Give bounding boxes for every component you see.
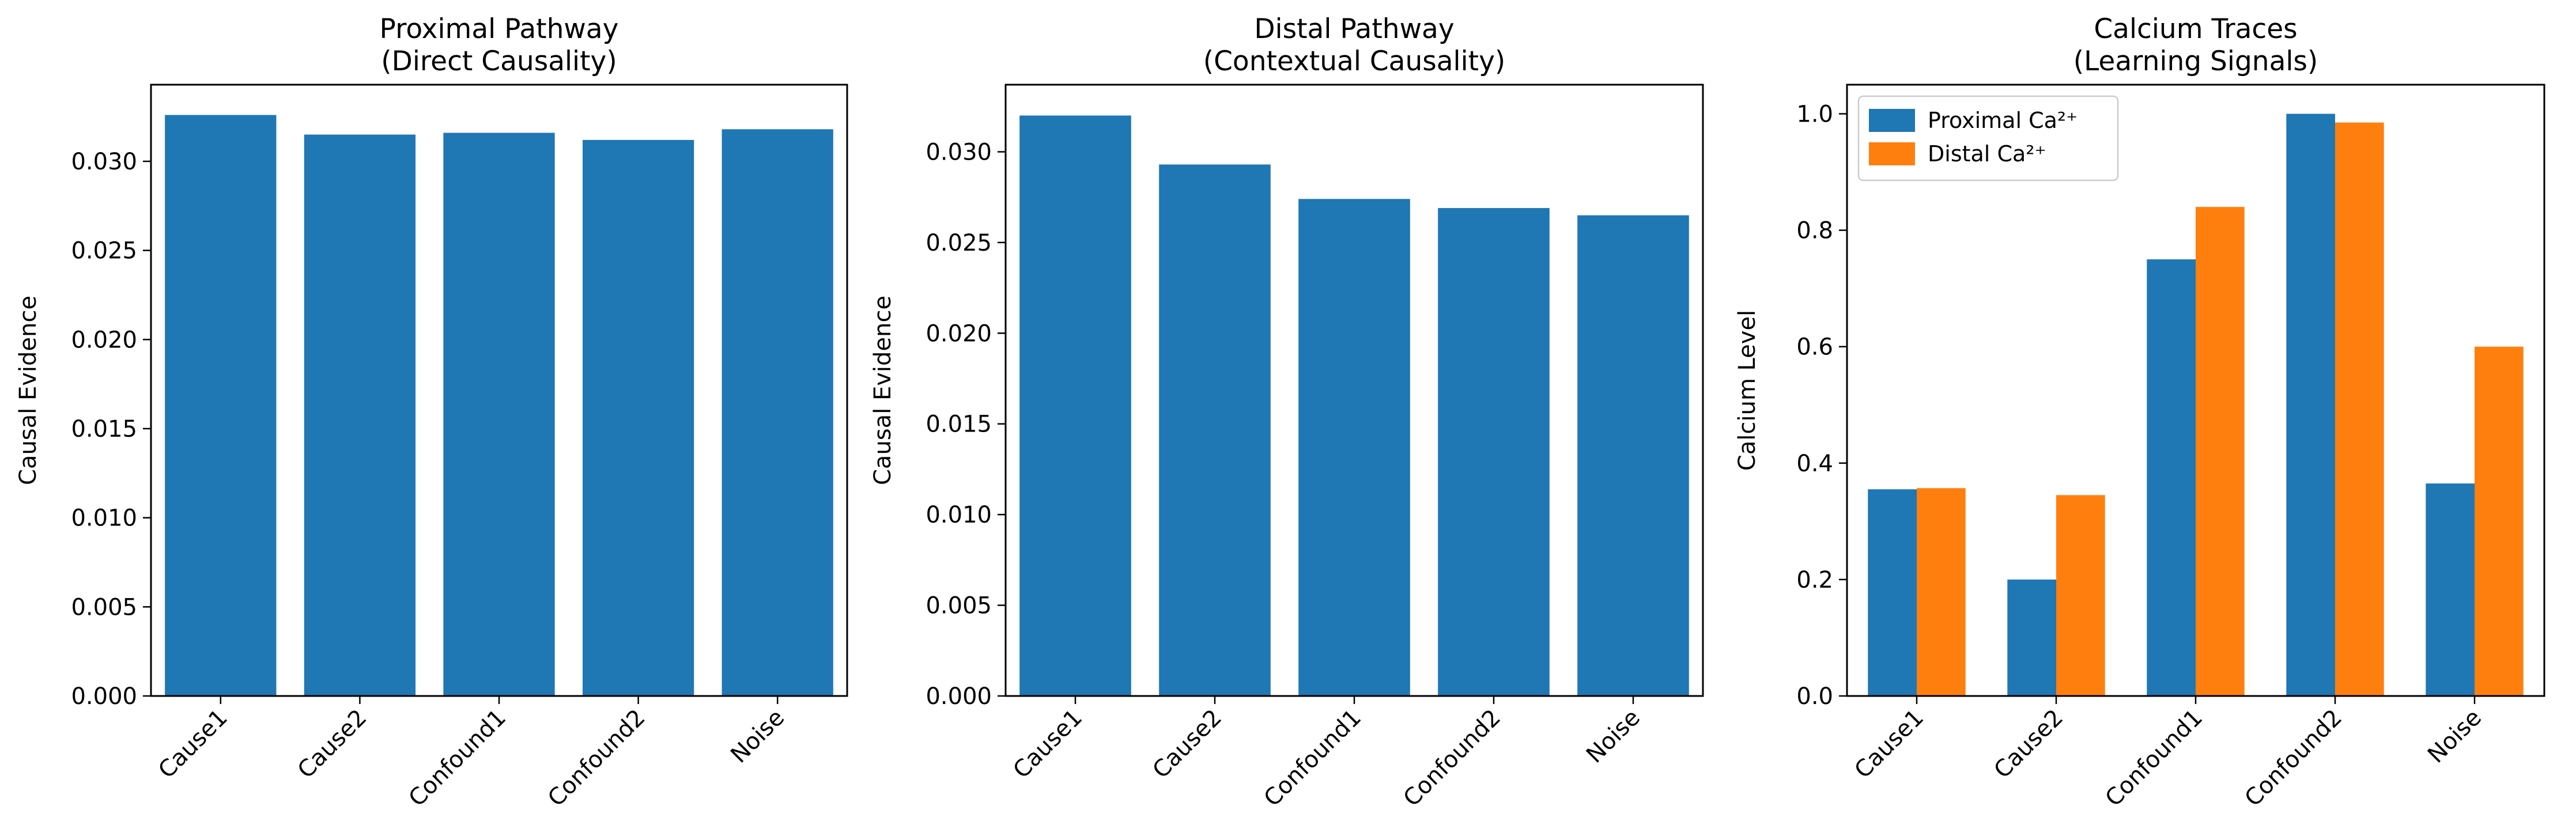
y-tick-label: 0.4 (1796, 451, 1833, 477)
legend-swatch-distal (1869, 142, 1915, 165)
chart-title: Distal Pathway (Contextual Causality) (1203, 13, 1505, 77)
y-tick-label: 0.015 (71, 416, 137, 442)
y-tick-label: 0.005 (71, 594, 137, 620)
y-tick-label: 0.005 (926, 593, 992, 619)
calcium-bar-distal-noise (2475, 346, 2524, 696)
distal-bar-confound2 (1438, 208, 1550, 697)
calcium-bar-proximal-noise (2426, 483, 2475, 696)
chart-title: Calcium Traces (Learning Signals) (2073, 13, 2318, 77)
proximal-pathway-chart: Proximal Pathway (Direct Causality) 0.000 0… (15, 13, 848, 812)
y-tick-label: 0.0 (1796, 683, 1833, 710)
legend-label-distal: Distal Ca²⁺ (1928, 141, 2046, 167)
calcium-bar-proximal-confound2 (2286, 113, 2335, 696)
proximal-bar-confound1 (443, 133, 555, 697)
proximal-bar-cause2 (304, 134, 416, 696)
chart-title-line: Calcium Traces (2094, 13, 2297, 45)
y-tick-label: 0.015 (926, 411, 992, 438)
legend-box (1857, 95, 2119, 181)
chart-title-line: Proximal Pathway (380, 13, 619, 45)
y-tick-label: 0.020 (926, 320, 992, 347)
y-tick-label: 0.030 (926, 139, 992, 165)
chart-title-line: (Contextual Causality) (1203, 46, 1505, 77)
y-axis-label: Calcium Level (1734, 310, 1761, 471)
calcium-bar-distal-cause2 (2056, 495, 2105, 696)
chart-title-line: Distal Pathway (1254, 13, 1454, 45)
y-tick-label: 0.000 (926, 683, 992, 710)
calcium-bar-proximal-confound1 (2147, 259, 2196, 697)
proximal-bar-noise (722, 129, 833, 696)
y-axis-label: Causal Evidence (870, 296, 896, 485)
y-tick-label: 0.6 (1796, 334, 1833, 361)
chart-title-line: (Direct Causality) (381, 46, 617, 77)
calcium-bar-distal-confound1 (2196, 207, 2245, 696)
chart-title-line: (Learning Signals) (2073, 46, 2318, 77)
calcium-bar-proximal-cause2 (2007, 579, 2056, 696)
proximal-bar-cause1 (165, 115, 277, 696)
y-tick-label: 0.025 (71, 238, 137, 264)
legend-swatch-proximal (1869, 109, 1915, 132)
chart-title: Proximal Pathway (Direct Causality) (380, 13, 619, 77)
y-tick-label: 0.010 (926, 502, 992, 528)
y-tick-label: 0.010 (71, 505, 137, 532)
legend-label-proximal: Proximal Ca²⁺ (1928, 108, 2078, 133)
calcium-bar-proximal-cause1 (1868, 489, 1917, 696)
legend: Proximal Ca²⁺ Distal Ca²⁺ (1857, 95, 2119, 181)
y-tick-label: 0.020 (71, 327, 137, 353)
y-tick-label: 1.0 (1796, 101, 1833, 128)
y-tick-label: 0.8 (1796, 218, 1833, 244)
y-tick-label: 0.2 (1796, 567, 1833, 593)
y-tick-label: 0.025 (926, 230, 992, 256)
y-axis-label: Causal Evidence (15, 296, 41, 485)
calcium-bar-distal-confound2 (2335, 122, 2384, 696)
proximal-bar-confound2 (582, 139, 694, 696)
distal-bar-cause1 (1019, 115, 1131, 696)
distal-bar-cause2 (1159, 164, 1271, 696)
calcium-bar-distal-cause1 (1917, 488, 1966, 696)
distal-bar-confound1 (1298, 199, 1410, 696)
y-tick-label: 0.030 (71, 149, 137, 175)
distal-bar-noise (1577, 215, 1689, 696)
y-tick-label: 0.000 (71, 683, 137, 710)
